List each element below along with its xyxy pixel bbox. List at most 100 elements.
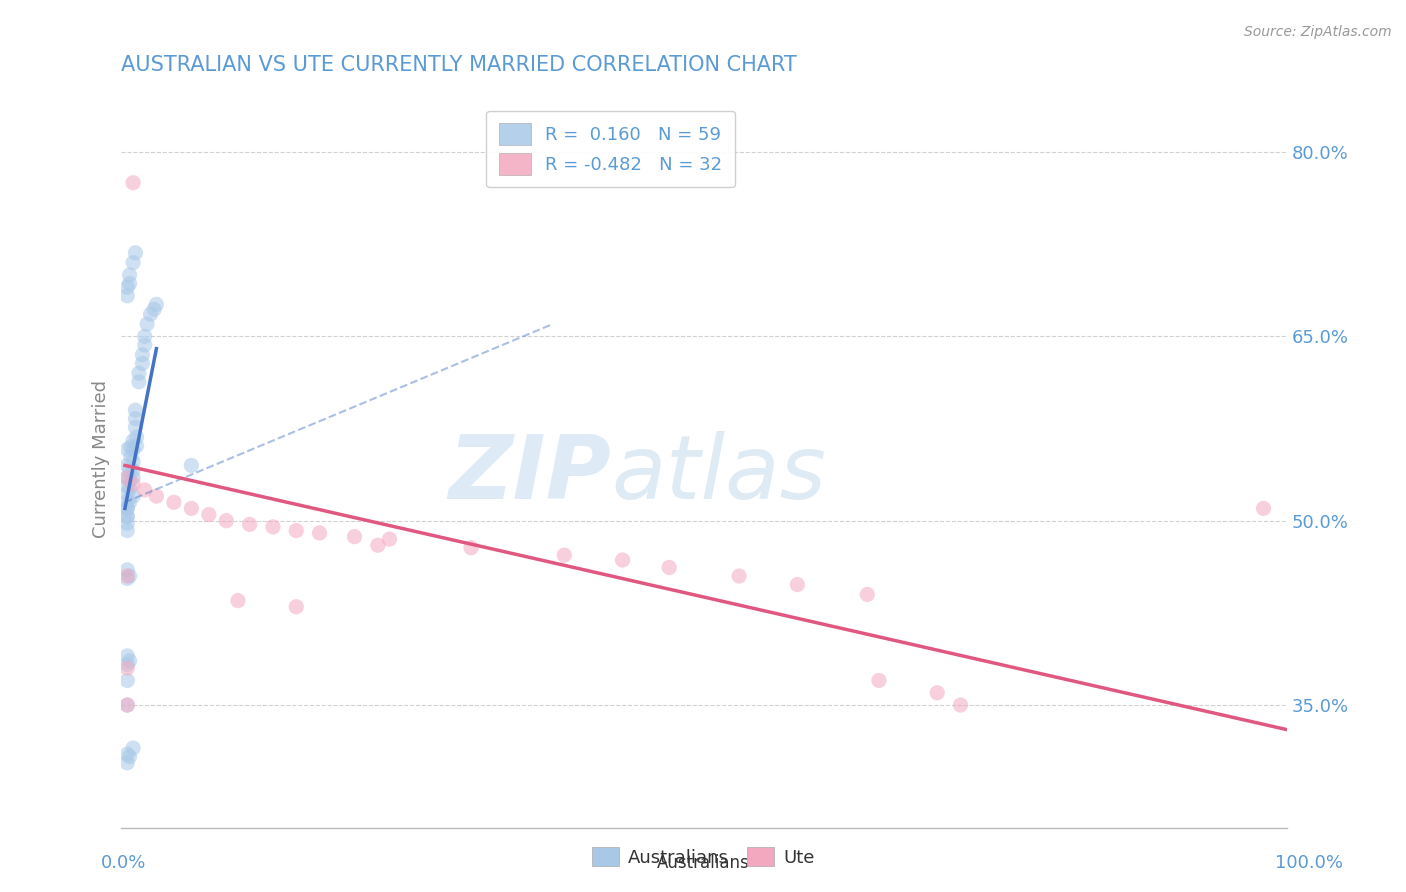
Point (117, 471, 139, 485)
Point (117, 501, 139, 516)
Point (134, 483, 156, 497)
Point (728, 569, 751, 583)
Point (117, 563, 139, 577)
Point (658, 560, 681, 574)
Point (285, 599, 308, 614)
Point (124, 411, 146, 425)
Point (117, 673, 139, 688)
Point (949, 698, 972, 712)
Point (125, 430, 148, 444)
Point (124, 420, 146, 434)
Point (856, 587, 879, 601)
Text: 0.0%: 0.0% (101, 855, 146, 872)
Point (198, 508, 221, 522)
Text: 100.0%: 100.0% (1275, 855, 1343, 872)
Point (262, 520, 284, 534)
Point (118, 465, 141, 479)
Point (145, 489, 167, 503)
Point (122, 176, 145, 190)
Point (128, 366, 150, 380)
Point (343, 530, 366, 544)
Point (1253, 501, 1275, 516)
Point (128, 375, 150, 389)
Point (117, 510, 139, 524)
Point (215, 514, 238, 528)
Point (180, 501, 202, 516)
Point (120, 450, 142, 464)
Point (118, 654, 141, 668)
Point (117, 698, 139, 712)
Point (117, 458, 139, 473)
Point (117, 661, 139, 675)
Point (460, 541, 482, 555)
Point (125, 439, 148, 453)
Point (118, 482, 141, 496)
Point (120, 440, 142, 454)
Point (163, 495, 186, 509)
Point (122, 463, 145, 477)
Point (285, 524, 308, 538)
Point (139, 307, 162, 321)
Point (122, 442, 145, 457)
Y-axis label: Currently Married: Currently Married (93, 380, 110, 538)
Text: ZIP: ZIP (449, 431, 610, 517)
Point (117, 524, 139, 538)
Point (553, 548, 575, 562)
Point (131, 348, 153, 362)
Point (117, 508, 139, 523)
Text: atlas: atlas (610, 431, 825, 517)
Point (117, 289, 139, 303)
Point (180, 458, 202, 473)
Point (118, 569, 141, 583)
Point (117, 479, 139, 493)
Point (145, 297, 167, 311)
Point (226, 593, 249, 607)
Point (136, 317, 159, 331)
Point (117, 572, 139, 586)
Point (117, 516, 139, 531)
Point (131, 356, 153, 370)
Point (308, 526, 330, 541)
Point (117, 280, 139, 294)
Legend: R =  0.160   N = 59, R = -0.482   N = 32: R = 0.160 N = 59, R = -0.482 N = 32 (486, 111, 735, 187)
Point (122, 489, 145, 503)
Point (117, 501, 139, 516)
Point (122, 476, 145, 491)
Point (117, 756, 139, 770)
Point (117, 486, 139, 500)
Point (122, 471, 145, 485)
Point (122, 255, 145, 269)
Point (117, 569, 139, 583)
Point (118, 277, 141, 291)
Point (117, 442, 139, 457)
Point (134, 329, 156, 343)
Point (868, 673, 890, 688)
Point (117, 657, 139, 672)
Point (122, 741, 145, 756)
Point (124, 403, 146, 417)
Point (117, 698, 139, 712)
Text: AUSTRALIAN VS UTE CURRENTLY MARRIED CORRELATION CHART: AUSTRALIAN VS UTE CURRENTLY MARRIED CORR… (121, 55, 797, 75)
Point (367, 538, 389, 552)
Point (378, 532, 401, 546)
Point (117, 648, 139, 663)
Point (927, 686, 949, 700)
Point (117, 494, 139, 508)
Text: Source: ZipAtlas.com: Source: ZipAtlas.com (1244, 25, 1392, 39)
Point (786, 577, 808, 591)
Point (612, 553, 634, 567)
Point (118, 495, 141, 509)
Point (118, 268, 141, 282)
Point (118, 473, 141, 487)
Point (117, 747, 139, 762)
Point (117, 471, 139, 485)
Point (122, 434, 145, 448)
Point (134, 338, 156, 352)
Point (118, 749, 141, 764)
Point (143, 302, 166, 317)
Point (124, 245, 146, 260)
Point (239, 517, 262, 532)
Point (122, 455, 145, 469)
Text: Australians: Australians (657, 855, 749, 872)
Legend: Australians, Ute: Australians, Ute (585, 840, 821, 874)
